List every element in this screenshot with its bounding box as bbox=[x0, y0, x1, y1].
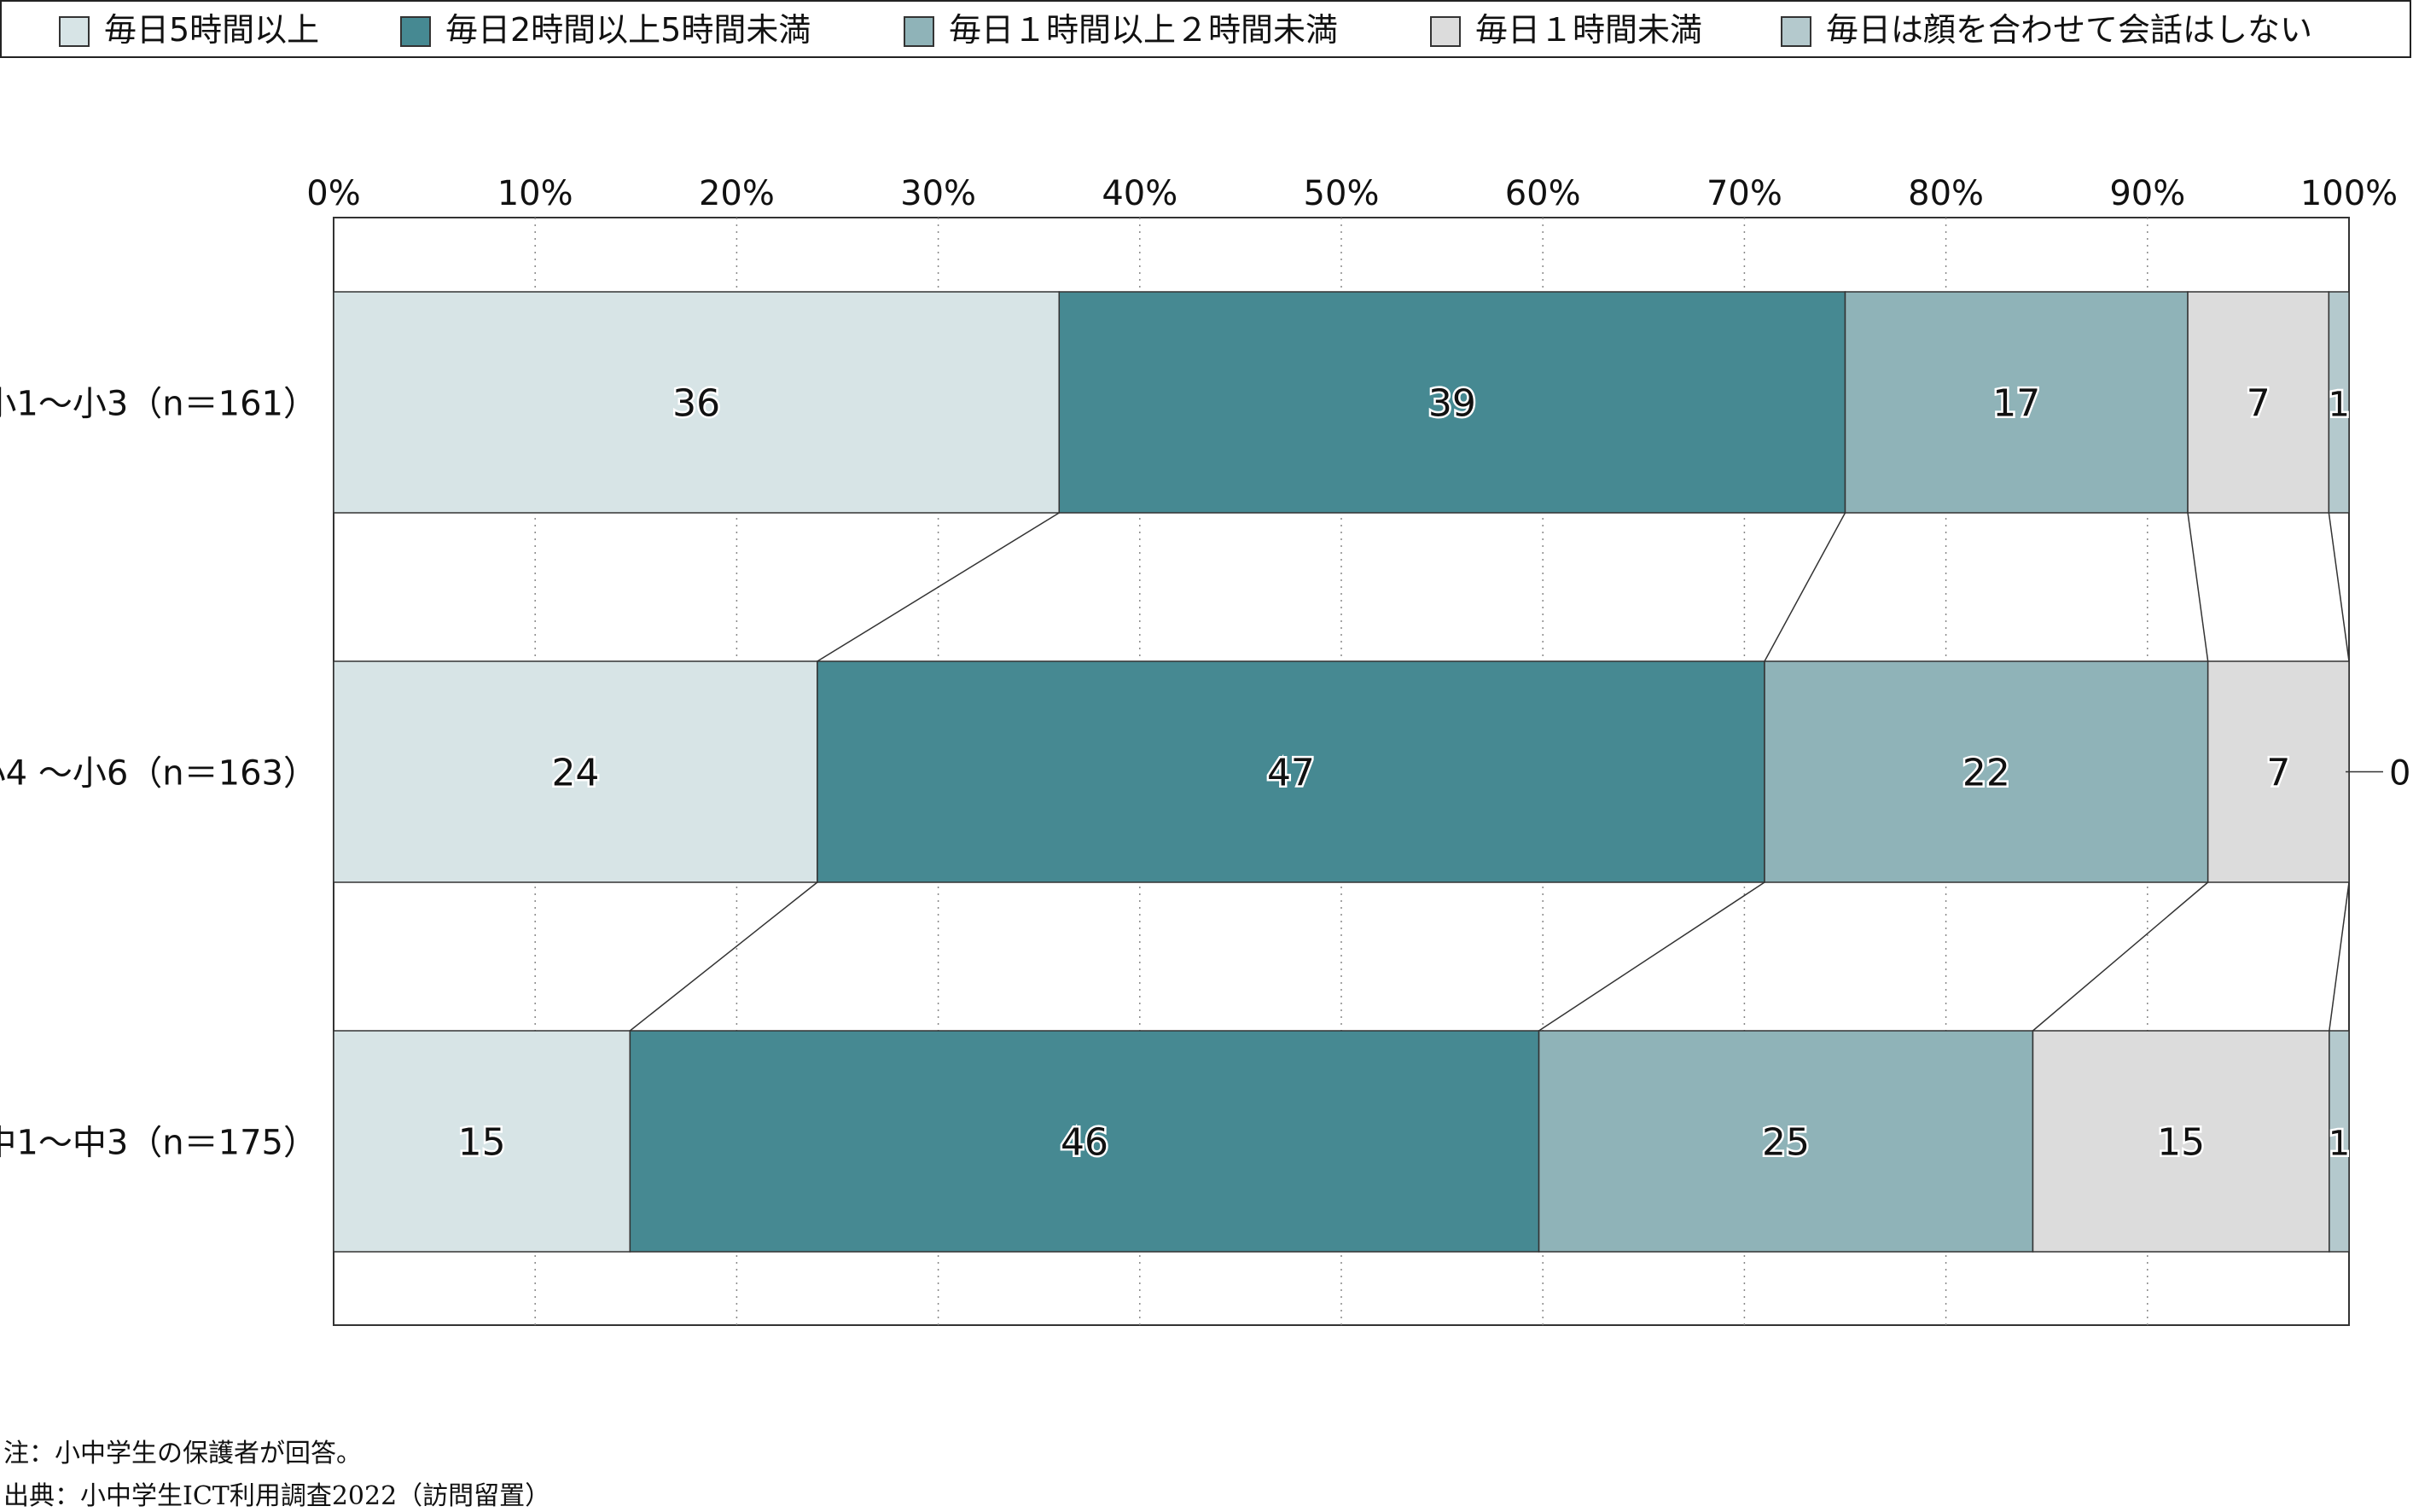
data-label: 24 bbox=[551, 752, 599, 795]
bar-segment bbox=[817, 660, 1765, 883]
bar-segment bbox=[1538, 1030, 2034, 1253]
connector-line bbox=[2328, 512, 2350, 662]
category-label-1: 小1～小3（n＝161） bbox=[0, 385, 317, 424]
x-tick-label-3: 30% bbox=[900, 174, 976, 213]
legend-label-3: 毎日１時間以上２時間未満 bbox=[949, 11, 1338, 49]
x-tick-label-4: 40% bbox=[1102, 174, 1177, 213]
connector-line bbox=[2329, 881, 2350, 1032]
data-label: 36 bbox=[672, 382, 720, 426]
bar-segment bbox=[2187, 291, 2330, 514]
data-label: 1 bbox=[2328, 386, 2349, 425]
x-tick-label-5: 50% bbox=[1304, 174, 1380, 213]
source-text: 出典：小中学生ICT利用調査2022（訪問留置） bbox=[3, 1481, 551, 1511]
legend-label-5: 毎日は顔を合わせて会話はしない bbox=[1826, 11, 2312, 49]
connector-line bbox=[2187, 512, 2209, 662]
bar-group-2: 24 47 22 7 0 bbox=[333, 660, 2410, 883]
data-label: 15 bbox=[458, 1121, 506, 1165]
x-tick-label-8: 80% bbox=[1908, 174, 1984, 213]
bar-segment bbox=[1058, 291, 1846, 514]
category-label-2: 小4 ～小6（n＝163） bbox=[0, 754, 317, 794]
bar-segment bbox=[629, 1030, 1540, 1253]
legend-label-4: 毎日１時間未満 bbox=[1475, 11, 1702, 49]
bar-segment bbox=[333, 660, 818, 883]
x-tick-label-2: 20% bbox=[699, 174, 775, 213]
bar-segment bbox=[333, 1030, 631, 1253]
data-label: 7 bbox=[2247, 382, 2271, 426]
x-tick-label-7: 70% bbox=[1707, 174, 1782, 213]
data-label: 39 bbox=[1428, 382, 1476, 426]
bar-segment bbox=[2207, 660, 2350, 883]
legend-swatch-3 bbox=[904, 16, 934, 47]
bar-segment bbox=[2328, 291, 2350, 514]
legend-swatch-5 bbox=[1781, 16, 1811, 47]
legend-swatch-2 bbox=[400, 16, 431, 47]
data-label: 17 bbox=[1992, 382, 2040, 426]
legend-swatch-4 bbox=[1430, 16, 1461, 47]
bar-segment bbox=[333, 291, 1061, 514]
data-label: 0 bbox=[2389, 754, 2410, 794]
note-text: 注：小中学生の保護者が回答。 bbox=[3, 1439, 362, 1468]
connector-line bbox=[1764, 512, 1846, 662]
data-label: 1 bbox=[2329, 1125, 2350, 1164]
data-label: 25 bbox=[1762, 1121, 1810, 1165]
data-label: 47 bbox=[1267, 752, 1315, 795]
data-label: 15 bbox=[2157, 1121, 2205, 1165]
bar-segment bbox=[2329, 1030, 2350, 1253]
x-tick-label-6: 60% bbox=[1505, 174, 1581, 213]
x-tick-label-1: 10% bbox=[497, 174, 573, 213]
connector-line bbox=[2032, 881, 2209, 1032]
bar-group-1: 36 39 17 7 1 bbox=[333, 291, 2352, 514]
legend-swatch-1 bbox=[59, 16, 90, 47]
connector-line bbox=[629, 881, 818, 1032]
connector-line bbox=[817, 512, 1060, 662]
data-label: 7 bbox=[2266, 752, 2290, 795]
x-tick-label-10: 100% bbox=[2300, 174, 2398, 213]
legend-label-1: 毎日5時間以上 bbox=[104, 11, 319, 49]
connector-line bbox=[1538, 881, 1765, 1032]
x-tick-label-9: 90% bbox=[2109, 174, 2185, 213]
x-tick-label-0: 0% bbox=[306, 174, 360, 213]
data-label: 46 bbox=[1061, 1121, 1108, 1165]
data-label: 22 bbox=[1962, 752, 2010, 795]
bar-segment bbox=[2032, 1030, 2330, 1253]
bar-group-3: 15 46 25 15 1 bbox=[333, 1030, 2352, 1253]
legend-label-2: 毎日2時間以上5時間未満 bbox=[445, 11, 811, 49]
category-label-3: 中1～中3（n＝175） bbox=[0, 1124, 317, 1163]
bar-segment bbox=[1764, 660, 2209, 883]
